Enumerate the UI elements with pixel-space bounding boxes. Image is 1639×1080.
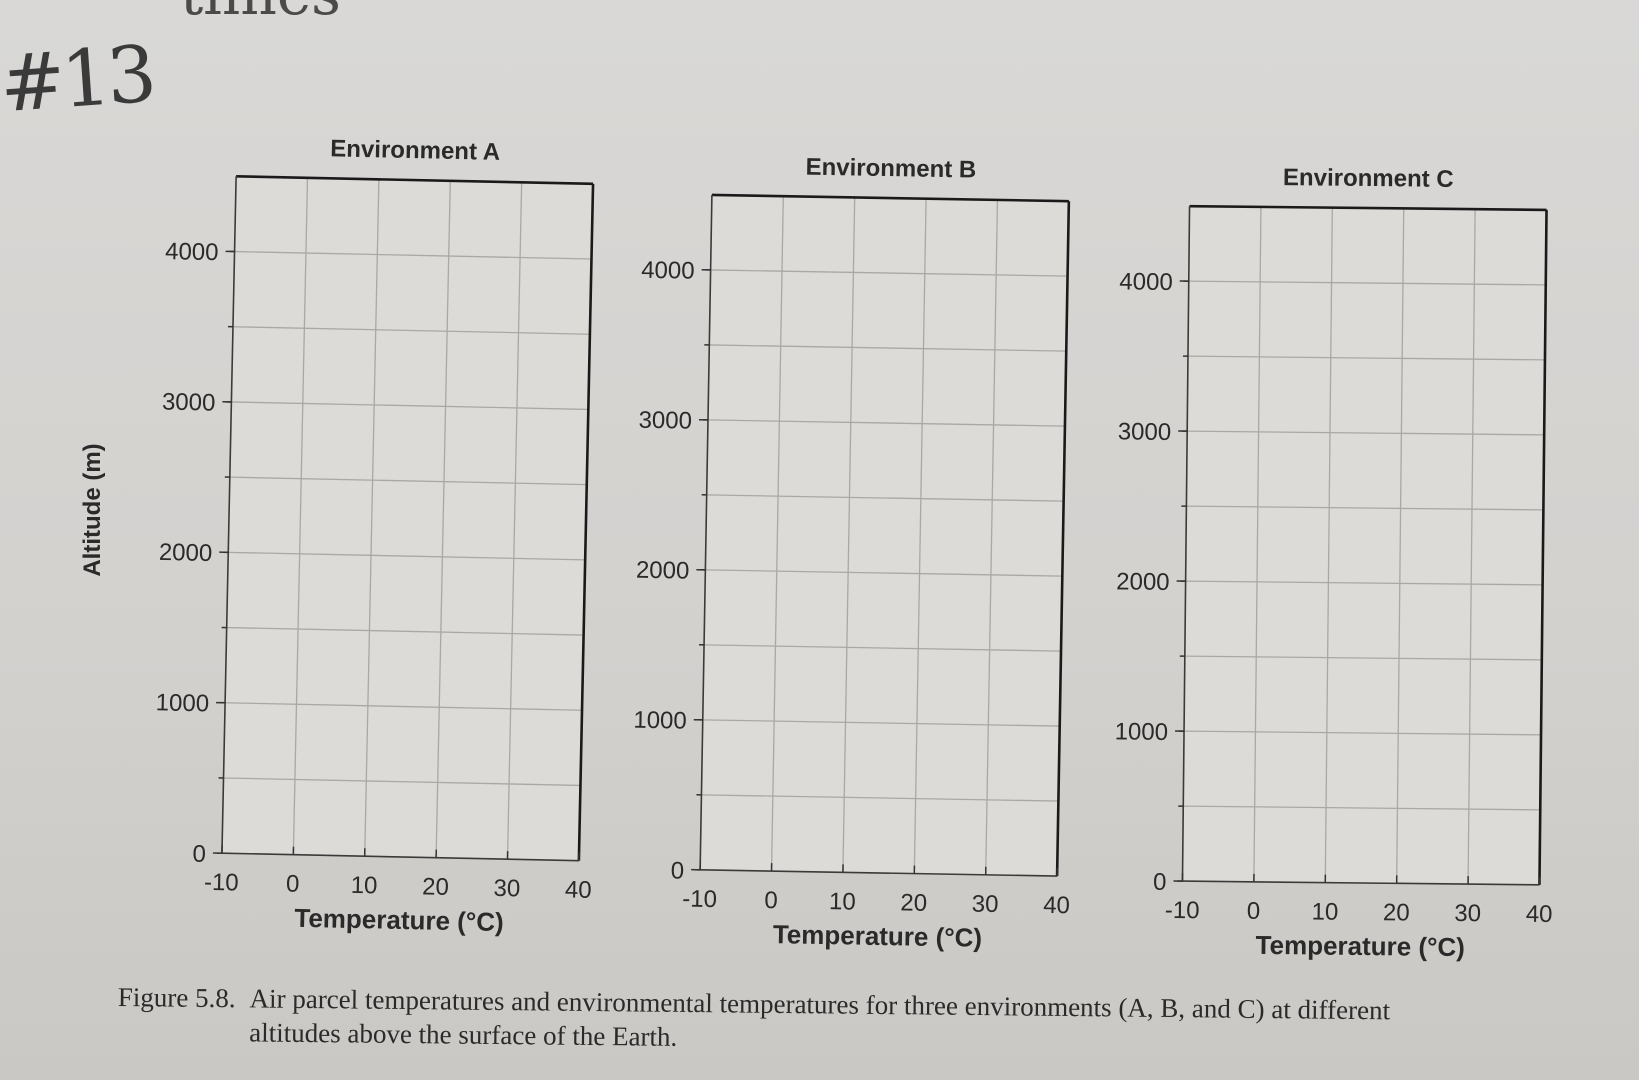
plot-area bbox=[1182, 206, 1547, 885]
gridline-vertical bbox=[842, 197, 856, 873]
x-tick-label: 40 bbox=[1526, 901, 1553, 928]
handwritten-scribble: times bbox=[180, 0, 341, 28]
x-axis-line bbox=[1182, 880, 1540, 886]
y-tick-label: 2000 bbox=[159, 539, 213, 567]
y-axis-line bbox=[699, 194, 713, 870]
gridline-horizontal bbox=[225, 702, 583, 711]
x-tick-label: 30 bbox=[972, 891, 999, 918]
x-tick-label: 0 bbox=[1247, 898, 1261, 925]
y-tick-label: 2000 bbox=[1116, 568, 1170, 596]
chart-title: Environment A bbox=[330, 135, 500, 166]
gridline-horizontal bbox=[701, 794, 1059, 802]
gridline-horizontal bbox=[229, 476, 587, 486]
gridline-horizontal bbox=[1183, 805, 1541, 811]
figure-label: Figure 5.8. bbox=[117, 981, 236, 1014]
gridline-horizontal bbox=[226, 626, 584, 636]
x-tick-label: 20 bbox=[900, 889, 927, 916]
x-tick-label: 20 bbox=[1383, 899, 1410, 926]
x-axis-line bbox=[221, 852, 579, 862]
chart-title: Environment C bbox=[1283, 164, 1454, 193]
x-tick-label: 10 bbox=[829, 888, 856, 915]
plot-border-right bbox=[577, 183, 595, 861]
x-axis-label: Temperature (°C) bbox=[1256, 930, 1466, 962]
y-tick-label: 1000 bbox=[1115, 718, 1169, 746]
plot-border-right bbox=[1055, 201, 1071, 877]
y-tick-label: 3000 bbox=[638, 407, 692, 435]
gridline-vertical bbox=[770, 196, 784, 872]
x-tick-label: 10 bbox=[1311, 898, 1338, 925]
caption-text: Air parcel temperatures and environmenta… bbox=[249, 983, 1391, 1052]
x-tick-label: -10 bbox=[204, 869, 239, 897]
gridline-horizontal bbox=[1186, 505, 1544, 511]
y-axis-label: Altitude (m) bbox=[79, 443, 106, 576]
x-tick-label: 0 bbox=[286, 871, 300, 898]
y-tick-label: 1000 bbox=[633, 707, 687, 735]
x-axis-label: Temperature (°C) bbox=[773, 919, 983, 953]
x-tick-label: 20 bbox=[422, 873, 449, 901]
x-tick-label: 40 bbox=[1043, 892, 1070, 919]
gridline-horizontal bbox=[1184, 730, 1542, 736]
gridline-horizontal bbox=[228, 551, 586, 561]
y-tick-label: 4000 bbox=[1119, 268, 1173, 296]
x-tick-label: 40 bbox=[565, 876, 592, 904]
gridline-vertical bbox=[985, 199, 999, 875]
gridline-horizontal bbox=[1185, 580, 1543, 586]
gridline-vertical bbox=[913, 198, 927, 874]
gridline-horizontal bbox=[704, 644, 1062, 652]
x-axis-line bbox=[700, 869, 1058, 877]
gridline-horizontal bbox=[234, 250, 592, 260]
gridline-horizontal bbox=[1184, 655, 1542, 661]
gridline-vertical bbox=[292, 177, 309, 855]
x-tick-label: 0 bbox=[764, 887, 778, 914]
y-tick-label: 0 bbox=[1153, 869, 1167, 896]
gridline-horizontal bbox=[223, 777, 581, 787]
gridline-vertical bbox=[506, 182, 523, 860]
y-tick-label: 4000 bbox=[165, 238, 219, 266]
plot-area bbox=[221, 176, 594, 861]
gridline-horizontal bbox=[707, 419, 1065, 427]
y-axis-line bbox=[221, 176, 237, 854]
gridline-vertical bbox=[1253, 206, 1262, 882]
gridline-vertical bbox=[1396, 208, 1405, 884]
gridline-vertical bbox=[435, 180, 451, 858]
plot-border-top bbox=[711, 193, 1069, 203]
plot-border-top bbox=[1189, 204, 1547, 212]
figure-caption: Figure 5.8. Air parcel temperatures and e… bbox=[117, 980, 1498, 1062]
gridline-horizontal bbox=[710, 269, 1068, 277]
gridline-horizontal bbox=[706, 494, 1064, 502]
x-tick-label: 30 bbox=[1454, 900, 1481, 927]
y-axis-line bbox=[1181, 206, 1191, 882]
gridline-horizontal bbox=[231, 401, 589, 411]
x-tick-label: -10 bbox=[682, 886, 717, 914]
plot-border-top bbox=[236, 175, 594, 186]
x-axis-label: Temperature (°C) bbox=[294, 903, 504, 937]
y-tick-label: 0 bbox=[192, 841, 206, 868]
chart-title: Environment B bbox=[805, 154, 976, 184]
plot-area bbox=[700, 194, 1069, 877]
x-tick-label: -10 bbox=[1165, 897, 1200, 924]
gridline-horizontal bbox=[702, 719, 1060, 727]
gridline-horizontal bbox=[1188, 280, 1546, 286]
x-tick-label: 10 bbox=[350, 872, 377, 900]
gridline-vertical bbox=[1324, 207, 1333, 883]
x-tick-label: 30 bbox=[493, 875, 520, 903]
y-tick-label: 1000 bbox=[155, 689, 209, 717]
y-tick-label: 0 bbox=[671, 857, 685, 884]
y-tick-label: 3000 bbox=[1118, 418, 1172, 446]
gridline-horizontal bbox=[1187, 430, 1545, 436]
gridline-vertical bbox=[364, 179, 380, 857]
y-tick-label: 4000 bbox=[641, 257, 695, 285]
y-tick-label: 2000 bbox=[636, 557, 690, 585]
gridline-horizontal bbox=[1187, 355, 1545, 361]
gridline-vertical bbox=[1467, 209, 1476, 885]
gridline-horizontal bbox=[705, 569, 1063, 577]
gridline-horizontal bbox=[709, 344, 1067, 352]
plot-border-right bbox=[1538, 209, 1548, 885]
y-tick-label: 3000 bbox=[162, 389, 216, 417]
gridline-horizontal bbox=[232, 326, 590, 335]
